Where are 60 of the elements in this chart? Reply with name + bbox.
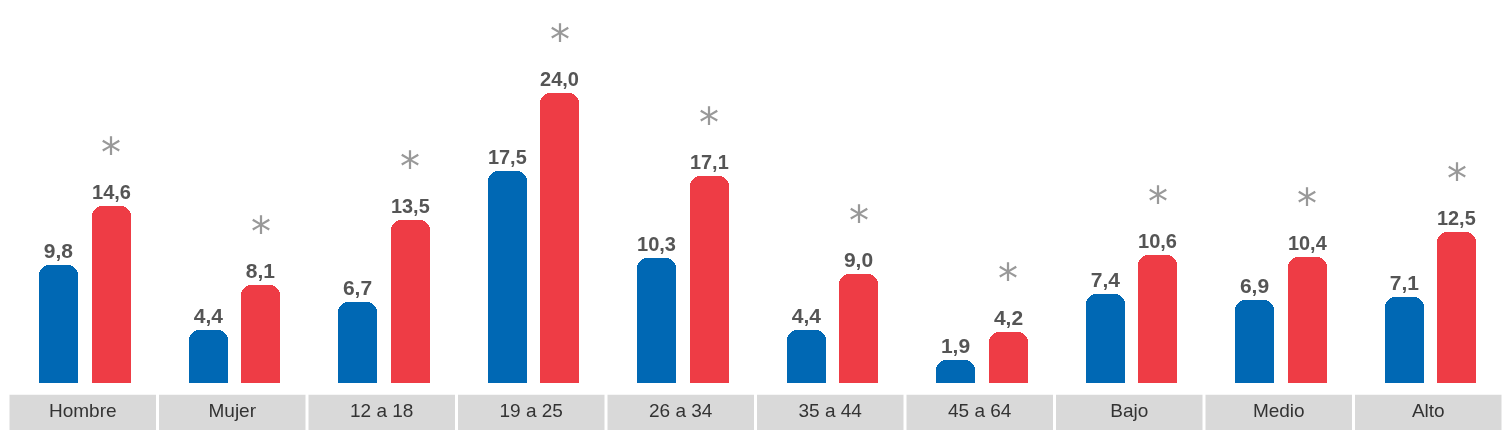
data-label: 10,4 [1288,232,1327,255]
x-tick-label: Hombre [48,400,117,421]
bar [1235,300,1274,383]
data-label: 9,8 [43,239,74,262]
annotation: * [699,100,719,146]
bar [1437,232,1476,383]
x-tick-label: Medio [1252,400,1305,421]
x-tick-label: 45 a 64 [948,400,1012,421]
data-label: 7,1 [1389,271,1420,294]
x-tick-label: 19 a 25 [499,400,563,421]
annotation: * [101,130,121,176]
annotation: * [1297,181,1317,227]
x-tick-label: Mujer [208,400,257,421]
annotation: * [1148,179,1168,225]
text: * [550,17,570,63]
data-label: 4,4 [791,304,822,327]
bar [391,220,430,383]
bar [92,206,131,383]
bar [1385,297,1424,383]
bar [39,265,78,383]
x-tick-label: Alto [1411,400,1445,421]
annotation: * [400,144,420,190]
bar [690,176,729,383]
bar [936,360,975,383]
data-label: 7,4 [1090,268,1121,291]
data-label: 10,6 [1138,230,1177,253]
bar [338,302,377,383]
data-label: 13,5 [391,195,430,218]
data-label: 24,0 [540,68,579,91]
bar [1086,294,1125,383]
data-label: 4,4 [193,304,224,327]
bar [787,330,826,383]
bar [488,171,527,383]
data-label: 6,9 [1239,274,1270,297]
data-label: 6,7 [342,276,373,299]
x-tick-label: 26 a 34 [649,400,713,421]
bar [241,285,280,383]
bar [1138,255,1177,383]
data-label: 9,0 [843,248,874,271]
annotation: * [251,209,271,255]
bar [637,258,676,383]
data-label: 14,6 [92,181,131,204]
bar [989,332,1028,383]
x-tick-label: 12 a 18 [350,400,414,421]
x-tick-label: 35 a 44 [798,400,863,421]
data-label: 12,5 [1437,207,1476,230]
annotation: * [849,198,869,244]
data-label: 10,3 [637,233,676,256]
data-label: 4,2 [993,306,1024,329]
bar [189,330,228,383]
bar [1288,257,1327,383]
x-tick-label: Bajo [1110,400,1149,421]
data-label: 1,9 [940,334,971,357]
bar [839,274,878,383]
data-label: 17,1 [690,151,729,174]
data-label: 17,5 [488,146,527,169]
annotation: * [998,256,1018,302]
annotation: * [1447,156,1467,202]
data-label: 8,1 [245,259,276,282]
bar [540,93,579,383]
